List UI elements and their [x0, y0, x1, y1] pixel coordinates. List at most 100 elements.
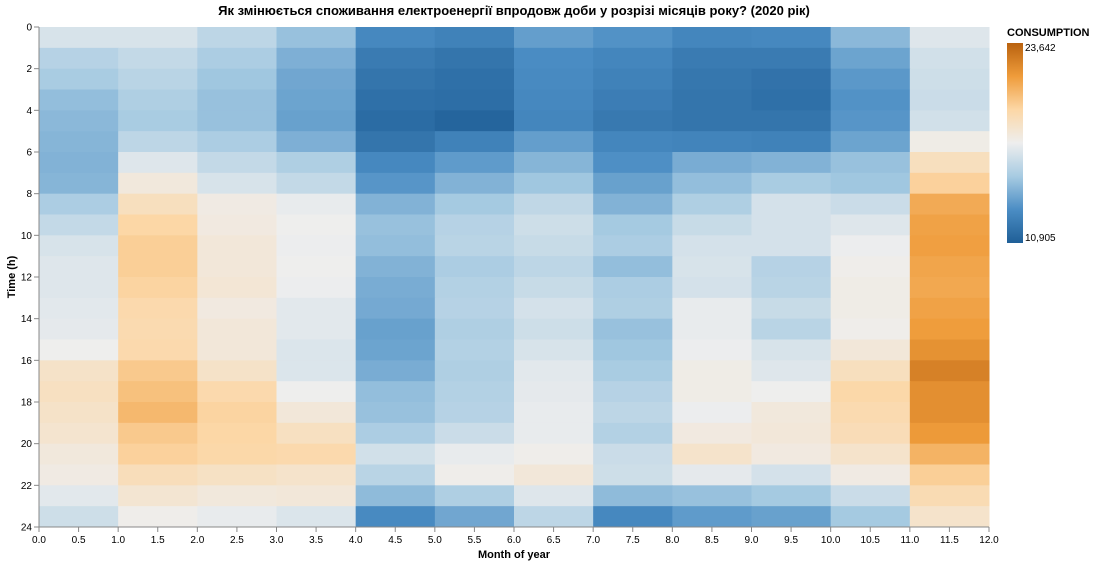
heatmap-cell: [355, 152, 436, 174]
heatmap-cell: [197, 235, 277, 257]
y-tick-label: 2: [26, 64, 32, 75]
heatmap-cell: [434, 339, 515, 361]
heatmap-cell: [355, 318, 436, 340]
heatmap-cell: [355, 506, 436, 528]
heatmap-cell: [672, 27, 752, 49]
heatmap-cell: [276, 402, 357, 424]
heatmap-cell: [434, 110, 515, 132]
heatmap-cell: [355, 68, 436, 90]
heatmap-cell: [514, 235, 594, 257]
heatmap-cell: [751, 152, 832, 174]
heatmap-cell: [276, 89, 357, 111]
heatmap-cell: [39, 360, 119, 382]
heatmap-cell: [197, 485, 277, 507]
heatmap-cell: [830, 68, 911, 90]
heatmap-cell: [434, 485, 515, 507]
legend-title: CONSUMPTION: [1007, 27, 1090, 39]
heatmap-cell: [276, 152, 357, 174]
heatmap-cell: [276, 297, 357, 320]
x-tick-label: 7.5: [626, 535, 640, 546]
heatmap-cell: [830, 360, 911, 382]
heatmap-cell: [751, 381, 832, 403]
heatmap-cell: [118, 422, 198, 445]
heatmap-cell: [39, 485, 119, 507]
x-tick-label: 4.5: [388, 535, 402, 546]
heatmap-cell: [39, 89, 119, 111]
heatmap-cell: [39, 422, 119, 445]
heatmap-cell: [434, 193, 515, 215]
heatmap-cells: [39, 27, 990, 528]
heatmap-cell: [355, 131, 436, 153]
heatmap-cell: [830, 402, 911, 424]
heatmap-cell: [355, 464, 436, 486]
heatmap-cell: [751, 297, 832, 320]
heatmap-cell: [197, 110, 277, 132]
heatmap-cell: [593, 422, 673, 445]
heatmap-cell: [197, 214, 277, 236]
heatmap-cell: [434, 443, 515, 465]
heatmap-cell: [39, 443, 119, 465]
heatmap-cell: [909, 27, 990, 49]
x-tick-label: 9.5: [784, 535, 798, 546]
x-axis-title: Month of year: [478, 549, 551, 561]
heatmap-cell: [197, 381, 277, 403]
heatmap-cell: [751, 256, 832, 278]
x-tick-label: 12.0: [979, 535, 999, 546]
heatmap-cell: [434, 214, 515, 236]
heatmap-cell: [39, 339, 119, 361]
heatmap-cell: [593, 402, 673, 424]
heatmap-cell: [276, 485, 357, 507]
heatmap-cell: [197, 152, 277, 174]
heatmap-cell: [593, 443, 673, 465]
x-tick-label: 10.5: [861, 535, 881, 546]
heatmap-cell: [355, 172, 436, 195]
heatmap-cell: [751, 27, 832, 49]
y-tick-label: 20: [21, 439, 33, 450]
heatmap-cell: [355, 235, 436, 257]
heatmap-cell: [672, 131, 752, 153]
heatmap-cell: [355, 214, 436, 236]
heatmap-cell: [830, 506, 911, 528]
heatmap-cell: [118, 47, 198, 70]
heatmap-cell: [909, 422, 990, 445]
heatmap-cell: [909, 235, 990, 257]
heatmap-cell: [39, 27, 119, 49]
heatmap-cell: [751, 214, 832, 236]
y-tick-label: 18: [21, 398, 33, 409]
heatmap-cell: [118, 297, 198, 320]
heatmap-cell: [197, 68, 277, 90]
x-axis: 0.0 0.5 1.0 1.5 2.0 2.5 3.0 3.5 4.0 4.5 5.0 5.5 6.0 6…: [32, 526, 999, 546]
heatmap-cell: [434, 152, 515, 174]
heatmap-cell: [197, 360, 277, 382]
heatmap-cell: [276, 193, 357, 215]
heatmap-cell: [830, 131, 911, 153]
heatmap-cell: [355, 193, 436, 215]
x-tick-label: 0.5: [72, 535, 86, 546]
heatmap-cell: [39, 256, 119, 278]
heatmap-cell: [276, 381, 357, 403]
heatmap-cell: [672, 506, 752, 528]
heatmap-cell: [593, 381, 673, 403]
heatmap-cell: [276, 47, 357, 70]
heatmap-cell: [39, 152, 119, 174]
heatmap-cell: [830, 214, 911, 236]
heatmap-cell: [39, 464, 119, 486]
heatmap-cell: [593, 214, 673, 236]
heatmap-cell: [593, 235, 673, 257]
heatmap-cell: [593, 152, 673, 174]
heatmap-cell: [197, 443, 277, 465]
heatmap-cell: [39, 68, 119, 90]
heatmap-cell: [909, 68, 990, 90]
x-tick-label: 8.0: [665, 535, 679, 546]
heatmap-cell: [276, 235, 357, 257]
heatmap-cell: [514, 256, 594, 278]
heatmap-cell: [197, 402, 277, 424]
heatmap-cell: [672, 360, 752, 382]
heatmap-cell: [751, 506, 832, 528]
heatmap-cell: [197, 297, 277, 320]
heatmap-cell: [197, 27, 277, 49]
heatmap-cell: [672, 422, 752, 445]
x-tick-label: 11.0: [900, 535, 919, 546]
heatmap-cell: [593, 360, 673, 382]
